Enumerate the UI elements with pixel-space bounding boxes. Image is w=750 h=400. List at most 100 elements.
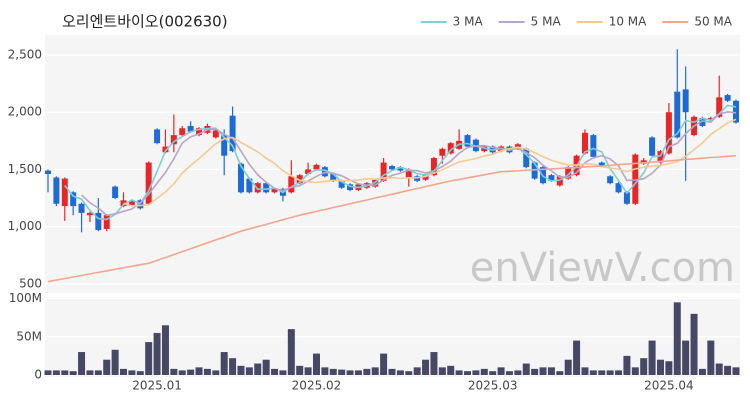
y-tick-label: 100M (9, 291, 42, 305)
volume-bar (346, 370, 354, 375)
candle-body (145, 162, 152, 204)
candle-body (187, 125, 194, 132)
watermark: enViewV.com (470, 245, 735, 291)
candle-body (103, 215, 110, 229)
candle-body (347, 184, 354, 191)
candle-body (221, 135, 228, 156)
volume-bar (153, 332, 161, 375)
volume-bar (631, 367, 639, 375)
volume-bar (338, 369, 346, 375)
volume-bar (136, 371, 144, 375)
candle-body (112, 186, 119, 199)
candle-body (179, 128, 186, 136)
candle-body (615, 183, 622, 193)
volume-bar (245, 367, 253, 375)
volume-bar (413, 367, 421, 375)
volume-bar (229, 358, 237, 375)
candle-body (95, 212, 102, 231)
volume-bar (455, 370, 463, 375)
candle-body (389, 166, 395, 170)
volume-bar (354, 370, 362, 375)
volume-bar (564, 359, 572, 375)
volume-bar (120, 368, 128, 375)
moving-average-line (123, 118, 737, 207)
volume-bar (690, 313, 698, 375)
volume-bar (531, 368, 539, 375)
candle-body (380, 162, 387, 181)
volume-bar (203, 368, 211, 375)
volume-bar (673, 302, 681, 375)
volume-bar (212, 370, 220, 375)
candle-body (439, 148, 446, 156)
volume-bar (103, 359, 111, 375)
volume-bar (237, 365, 245, 375)
candle-body (682, 89, 689, 113)
volume-bar (724, 365, 732, 375)
x-tick-label: 2025.04 (644, 379, 694, 393)
volume-bar (447, 365, 455, 375)
legend-label: 5 MA (531, 15, 562, 29)
volume-bar (581, 367, 589, 375)
volume-bar (648, 340, 656, 375)
volume-bar (321, 367, 329, 375)
volume-bar (438, 367, 446, 375)
y-tick-label: 2,500 (8, 48, 42, 62)
volume-bar (480, 368, 488, 375)
volume-bar (86, 370, 94, 375)
candle-body (464, 135, 471, 147)
candle-body (128, 201, 135, 205)
volume-bar (573, 340, 581, 375)
volume-bar (52, 370, 60, 375)
candle-body (271, 188, 278, 193)
candle-body (607, 176, 614, 184)
candle-body (53, 177, 60, 204)
candle-body (481, 146, 488, 152)
volume-bar (220, 352, 228, 375)
volume-bar (111, 349, 119, 375)
candle-body (548, 175, 555, 181)
candle-body (162, 146, 169, 153)
candle-body (229, 115, 236, 152)
candle-body (674, 91, 681, 138)
candle-body (330, 174, 337, 181)
y-tick-label: 500 (19, 276, 42, 290)
candle-body (716, 97, 723, 117)
candle-body (288, 176, 295, 193)
volume-bar (161, 325, 169, 375)
volume-bar (94, 370, 102, 375)
candle-body (313, 164, 320, 170)
candle-body (565, 167, 572, 179)
candle-body (170, 135, 177, 145)
volume-bar (430, 352, 438, 375)
moving-average-line (81, 110, 737, 217)
volume-bar (145, 342, 153, 375)
candle-body (632, 154, 639, 204)
volume-bar (287, 329, 295, 375)
candle-body (296, 175, 303, 184)
volume-bar (640, 358, 648, 375)
volume-bar (514, 370, 522, 375)
candle-body (254, 183, 261, 193)
candle-body (246, 178, 253, 193)
candle-body (86, 212, 93, 216)
volume-bar (279, 370, 287, 375)
volume-bar (464, 371, 472, 375)
volume-bar (296, 365, 304, 375)
candle-body (338, 180, 345, 188)
candle-body (263, 183, 270, 193)
volume-bar (304, 367, 312, 375)
candle-body (196, 128, 203, 136)
volume-bar (656, 359, 664, 375)
volume-bar (707, 340, 715, 375)
volume-bar (732, 367, 740, 375)
volume-bar (489, 371, 497, 375)
candle-body (137, 200, 144, 209)
volume-bar (615, 370, 623, 375)
y-tick-label: 2,000 (8, 105, 42, 119)
candle-body (305, 169, 312, 175)
volume-bar (128, 370, 136, 375)
y-tick-label: 1,500 (8, 162, 42, 176)
candle-body (733, 100, 739, 123)
x-tick-label: 2025.01 (132, 379, 182, 393)
